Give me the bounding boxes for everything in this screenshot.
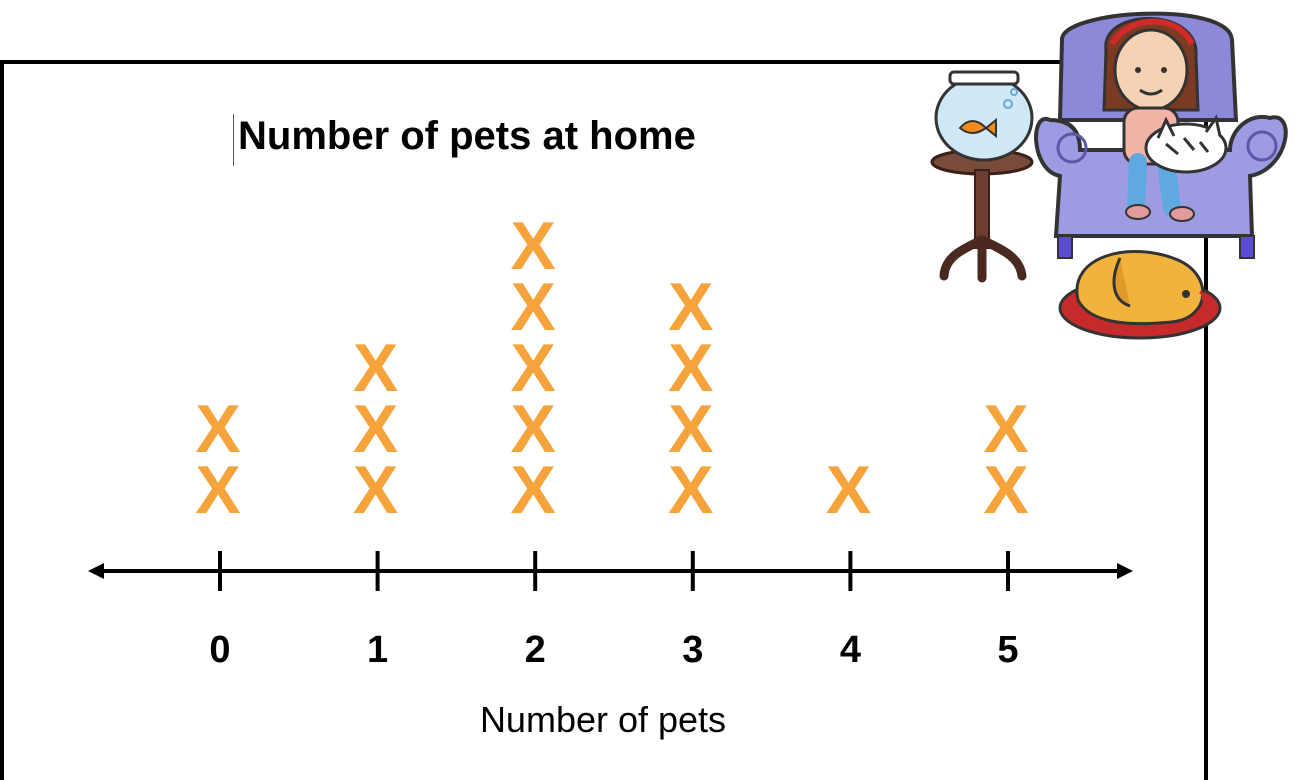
dog-icon [1058,250,1222,340]
axis-ticks [218,551,1010,591]
x-mark: X [511,208,556,284]
tick-label-2: 2 [525,629,546,671]
x-mark: X [353,391,398,467]
x-mark: X [511,452,556,528]
x-mark: X [668,330,713,406]
x-mark: X [668,391,713,467]
tick-label-1: 1 [367,629,388,671]
x-mark: X [353,452,398,528]
x-mark: X [511,330,556,406]
number-line [88,563,1133,579]
x-mark: X [983,391,1028,467]
x-mark: X [668,452,713,528]
x-mark: X [195,452,240,528]
girl-icon [1102,17,1200,222]
x-mark: X [511,269,556,345]
x-mark: X [353,330,398,406]
text-caret [233,114,234,166]
chart-title: Number of pets at home [238,114,696,158]
tick-label-5: 5 [997,629,1018,671]
x-mark: X [826,452,871,528]
tick-label-3: 3 [682,629,703,671]
x-mark: X [511,391,556,467]
tick-label-0: 0 [209,629,230,671]
side-table-icon [930,148,1034,283]
cat-icon [1144,114,1228,174]
tick-labels: 0 1 2 3 4 5 [209,629,1018,671]
x-mark: X [668,269,713,345]
right-arrow-icon [1117,563,1133,579]
left-arrow-icon [88,563,104,579]
fishbowl-icon [934,70,1034,162]
x-mark: X [983,452,1028,528]
x-axis-label: Number of pets [480,699,726,740]
tick-label-4: 4 [840,629,861,671]
chart-frame [0,60,1208,780]
girl-in-armchair-with-cat-fishbowl-and-dog-icon [930,11,1288,340]
x-mark: X [195,391,240,467]
